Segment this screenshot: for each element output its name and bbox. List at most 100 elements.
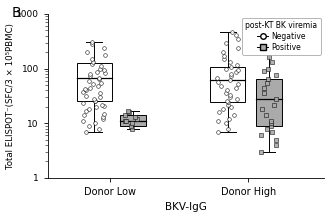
Point [232, 114, 237, 117]
Point [90, 40, 95, 43]
Point [98, 81, 104, 85]
Point [97, 92, 103, 95]
Legend: Negative, Positive: Negative, Positive [243, 18, 321, 55]
Point [86, 124, 91, 128]
Point [234, 86, 239, 90]
Point [84, 94, 89, 97]
Point [225, 101, 230, 104]
Point [129, 127, 135, 130]
Point [272, 103, 277, 106]
Bar [77, 63, 112, 100]
Point [224, 99, 229, 102]
Bar [120, 115, 146, 126]
Point [81, 119, 86, 123]
Point [90, 61, 96, 64]
Point [96, 76, 101, 80]
Point [261, 92, 267, 95]
Point [235, 46, 241, 49]
Point [132, 115, 138, 119]
Point [223, 42, 228, 45]
Point [269, 61, 274, 64]
Point [220, 50, 226, 54]
Point [268, 119, 274, 123]
Point [89, 63, 95, 66]
Point [101, 117, 106, 121]
Point [223, 121, 228, 125]
Text: B: B [12, 6, 22, 20]
Point [263, 114, 269, 117]
Point [268, 124, 273, 128]
Point [229, 30, 235, 34]
Point [81, 114, 86, 117]
Point [87, 79, 92, 82]
Point [233, 70, 239, 74]
Point [264, 81, 270, 85]
Point [102, 68, 107, 72]
Point [84, 130, 89, 133]
Point [87, 75, 93, 78]
Point [221, 57, 226, 61]
Point [229, 65, 234, 68]
Point [262, 86, 267, 90]
Point [227, 78, 232, 82]
Point [227, 95, 233, 99]
Point [225, 89, 230, 92]
Point [218, 84, 224, 88]
X-axis label: BKV-IgG: BKV-IgG [165, 203, 207, 213]
Point [235, 68, 240, 72]
Point [226, 127, 231, 130]
Point [221, 54, 226, 58]
Point [87, 86, 92, 89]
Point [258, 134, 264, 137]
Point [102, 72, 107, 75]
Bar [256, 79, 282, 126]
Point [229, 74, 234, 77]
Point [83, 87, 88, 91]
Point [128, 124, 133, 128]
Point [262, 69, 267, 73]
Point [215, 80, 221, 84]
Point [228, 72, 233, 76]
Point [259, 107, 265, 111]
Point [91, 82, 96, 86]
Point [93, 99, 98, 102]
Point [95, 84, 101, 88]
Point [100, 115, 106, 119]
Point [267, 55, 272, 58]
Point [80, 102, 85, 105]
Point [228, 61, 233, 64]
Point [273, 97, 279, 100]
Point [94, 70, 99, 73]
Point [269, 130, 274, 133]
Point [265, 127, 270, 130]
Point [97, 95, 103, 99]
Point [101, 104, 107, 107]
Point [214, 76, 220, 80]
Point [235, 82, 240, 86]
Point [83, 109, 88, 112]
Point [130, 121, 135, 125]
Point [273, 74, 278, 77]
Point [258, 150, 264, 153]
Point [265, 77, 270, 81]
Point [215, 119, 220, 123]
Point [103, 54, 108, 57]
Point [83, 89, 88, 92]
Point [125, 109, 131, 112]
Point [88, 73, 93, 76]
Point [225, 103, 230, 106]
Y-axis label: Total ELISPOT⁻(SFC/3 × 10⁵PBMC): Total ELISPOT⁻(SFC/3 × 10⁵PBMC) [6, 23, 15, 169]
Point [99, 65, 104, 68]
Bar [210, 67, 245, 102]
Point [122, 119, 128, 123]
Point [268, 121, 274, 125]
Point [94, 105, 99, 109]
Point [215, 130, 220, 133]
Point [123, 119, 128, 123]
Point [97, 67, 103, 70]
Point [233, 33, 238, 36]
Point [81, 90, 86, 93]
Point [234, 97, 239, 100]
Point [224, 91, 229, 95]
Point [265, 67, 271, 70]
